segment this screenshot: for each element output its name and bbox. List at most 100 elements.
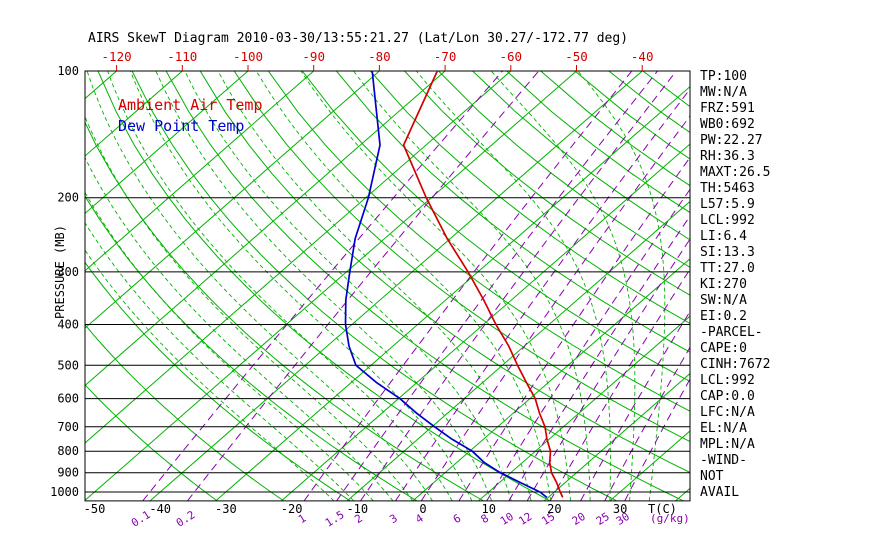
chart-title: AIRS SkewT Diagram 2010-03-30/13:55:21.2… <box>88 31 629 46</box>
pressure-tick-label: 700 <box>57 420 79 434</box>
stats-line: L57:5.9 <box>700 197 755 212</box>
moist-adiabat-line <box>300 71 571 501</box>
moist-adiabat-line <box>85 222 355 501</box>
top-temp-tick-label: -90 <box>302 49 325 64</box>
stats-line: CINH:7672 <box>700 357 771 372</box>
dry-adiabat-line <box>336 71 690 353</box>
stats-line: CAPE:0 <box>700 341 747 356</box>
moist-adiabat-line <box>107 71 453 501</box>
bottom-temp-tick-label: 0 <box>419 502 426 516</box>
top-temp-tick-label: -110 <box>167 49 197 64</box>
stats-line: LCL:992 <box>700 213 755 228</box>
stats-line: -PARCEL- <box>700 325 763 340</box>
top-temp-tick-label: -50 <box>565 49 588 64</box>
dry-adiabat-line <box>85 261 351 501</box>
stats-line: AVAIL <box>700 485 740 500</box>
dry-adiabat-line <box>301 71 690 382</box>
moist-adiabat-line <box>85 191 374 501</box>
moist-adiabat-line <box>415 71 611 501</box>
bottom-temp-tick-label: -20 <box>281 502 303 516</box>
pressure-tick-label: 400 <box>57 318 79 332</box>
sounding-profiles <box>344 71 564 499</box>
stats-line: FRZ:591 <box>700 101 755 116</box>
pressure-tick-label: 800 <box>57 444 79 458</box>
isotherm-line <box>85 71 183 157</box>
isotherm-line <box>85 71 315 272</box>
mixing-ratio-tick-label: 10 <box>498 510 516 528</box>
isotherm-line <box>85 71 380 329</box>
mixing-ratio-line <box>549 268 690 501</box>
stats-line: MW:N/A <box>700 85 747 100</box>
stats-line: TT:27.0 <box>700 261 755 276</box>
pressure-tick-label: 900 <box>57 466 79 480</box>
dry-adiabat-line <box>85 121 484 501</box>
dry-adiabat-line <box>85 323 284 501</box>
stats-line: LI:6.4 <box>700 229 747 244</box>
isotherm-line <box>85 71 249 215</box>
mixing-ratio-tick-label: 6 <box>451 512 464 527</box>
top-temp-tick-label: -70 <box>434 49 457 64</box>
isotherm-line <box>85 71 446 387</box>
moist-adiabat-line <box>490 71 636 501</box>
pressure-tick-label: 300 <box>57 265 79 279</box>
plot-border <box>84 70 691 502</box>
dry-adiabat-line <box>199 71 690 473</box>
dry-adiabat-line <box>233 71 690 443</box>
dry-adiabat-line <box>370 71 690 325</box>
mixing-ratio-line <box>526 238 690 501</box>
moist-adiabat-line <box>86 71 433 501</box>
mixing-ratio-tick-label: 30 <box>614 510 632 528</box>
stats-line: NOT <box>700 469 724 484</box>
stats-line: MPL:N/A <box>700 437 755 452</box>
moist-adiabat-line <box>85 115 414 501</box>
mixing-ratio-line <box>486 188 690 501</box>
top-temp-tick-label: -80 <box>368 49 391 64</box>
top-temp-tick-label: -60 <box>500 49 523 64</box>
stats-line: PW:22.27 <box>700 133 763 148</box>
mixing-ratio-tick-label: 25 <box>594 510 612 528</box>
dry-adiabat-line <box>438 71 690 268</box>
mixing-ratio-line <box>187 71 540 501</box>
mixing-ratio-tick-label: 15 <box>539 510 557 528</box>
moist-adiabat-line <box>577 71 666 501</box>
isotherm-line <box>85 71 577 501</box>
moist-adiabat-line <box>129 71 473 501</box>
stats-line: TP:100 <box>700 69 747 84</box>
dry-adiabat-line <box>131 71 618 501</box>
stats-line: -WIND- <box>700 453 747 468</box>
stats-panel: TP:100 MW:N/A FRZ:591 WB0:692 PW:22.27 RH:36.… <box>700 69 770 501</box>
moist-adiabat-line <box>85 249 335 501</box>
legend-dew-point-temp: Dew Point Temp <box>118 117 245 135</box>
stats-line: CAP:0.0 <box>700 389 755 404</box>
bottom-temp-tick-label: 10 <box>481 502 495 516</box>
isotherm-line <box>412 258 690 501</box>
isotherm-line <box>0 71 51 501</box>
dry-adiabat-line <box>506 71 690 214</box>
bottom-temp-tick-label: -50 <box>84 502 106 516</box>
stats-line: RH:36.3 <box>700 149 755 164</box>
dry-adiabat-line <box>85 384 218 501</box>
bottom-temp-tick-label: 20 <box>547 502 561 516</box>
dewpoint-profile-line <box>344 71 548 499</box>
mixing-ratio-tick-label: 3 <box>387 512 400 527</box>
dry-adiabat-line <box>404 71 690 296</box>
isotherm-line <box>85 71 512 444</box>
mixing-ratio-tick-label: 20 <box>570 510 588 528</box>
stats-line: SI:13.3 <box>700 245 755 260</box>
bottom-temp-tick-label: -40 <box>149 502 171 516</box>
stats-line: LCL:992 <box>700 373 755 388</box>
temperature-profile-line <box>402 71 564 498</box>
mixing-ratio-line <box>360 71 677 501</box>
stats-line: WB0:692 <box>700 117 755 132</box>
isotherm-line <box>215 85 690 501</box>
bottom-temp-tick-label: -10 <box>346 502 368 516</box>
pressure-tick-label: 500 <box>57 358 79 372</box>
dry-adiabat-line <box>85 195 418 501</box>
mixing-ratio-line <box>420 115 690 501</box>
pressure-tick-label: 100 <box>57 64 79 78</box>
stats-line: MAXT:26.5 <box>700 165 771 180</box>
stats-line: EI:0.2 <box>700 309 747 324</box>
dry-adiabat-line <box>165 71 684 501</box>
